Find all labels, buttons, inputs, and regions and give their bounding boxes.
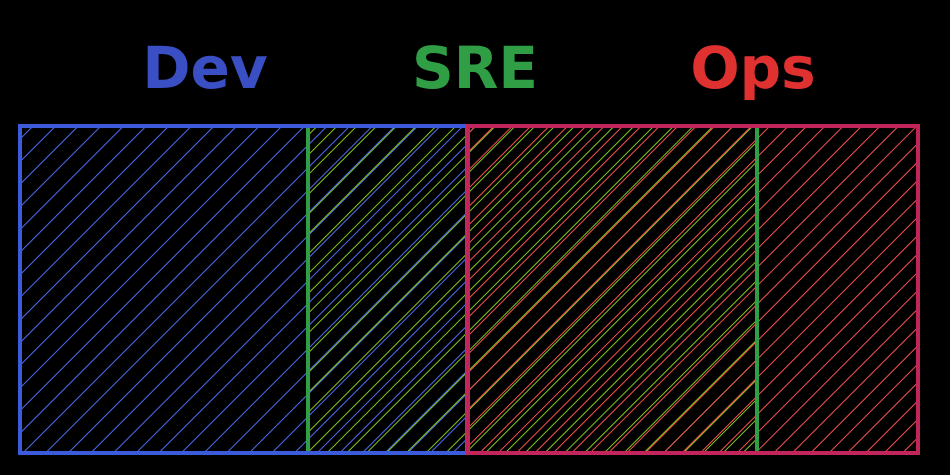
ops-hatch-fill [468,126,918,453]
ops-label: Ops [690,34,815,102]
sre-label: SRE [412,34,538,102]
ops-rectangle[interactable] [466,124,920,455]
dev-label: Dev [142,34,267,102]
